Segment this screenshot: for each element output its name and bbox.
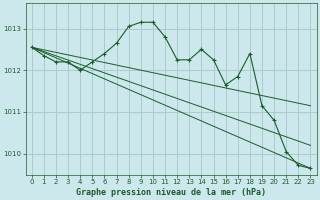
X-axis label: Graphe pression niveau de la mer (hPa): Graphe pression niveau de la mer (hPa) — [76, 188, 266, 197]
